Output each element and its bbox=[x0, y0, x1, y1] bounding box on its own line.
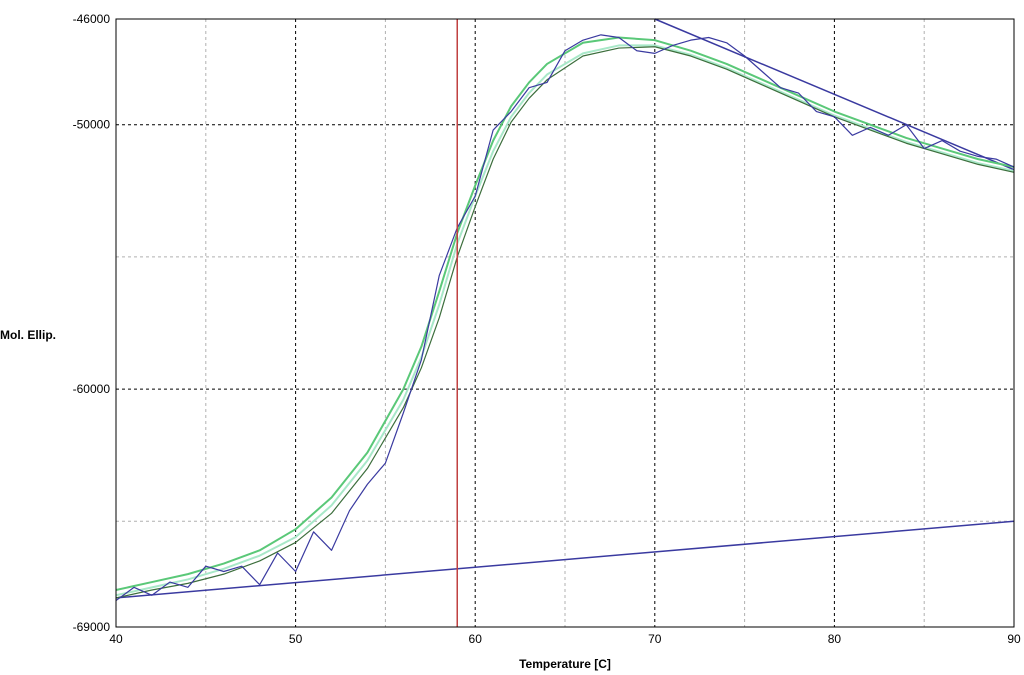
series-group bbox=[115, 18, 1015, 627]
x-tick-label: 80 bbox=[828, 632, 842, 646]
x-tick-label: 70 bbox=[648, 632, 662, 646]
tick-labels: 40 50 60 70 80 90 -46000 -50000 -60000 -69000 bbox=[73, 12, 1021, 646]
plot-frame bbox=[115, 18, 1015, 628]
x-tick-label: 40 bbox=[109, 632, 123, 646]
y-tick-label: -60000 bbox=[73, 382, 111, 396]
grid bbox=[116, 19, 1014, 627]
y-axis-title: Mol. Ellip. bbox=[0, 328, 56, 342]
x-tick-label: 90 bbox=[1007, 632, 1021, 646]
series-post-baseline bbox=[654, 18, 1015, 171]
series-fit-outer bbox=[115, 36, 1015, 591]
series-pre-baseline bbox=[115, 520, 1015, 599]
y-tick-label: -50000 bbox=[73, 118, 111, 132]
series-measured bbox=[115, 34, 1015, 602]
x-tick-label: 60 bbox=[469, 632, 483, 646]
series-fit-inner bbox=[115, 44, 1015, 597]
x-axis-title: Temperature [C] bbox=[519, 657, 611, 671]
series-fit-mid bbox=[115, 46, 1015, 599]
x-tick-label: 50 bbox=[289, 632, 303, 646]
y-tick-label: -46000 bbox=[73, 12, 111, 26]
y-tick-label: -69000 bbox=[73, 620, 111, 634]
